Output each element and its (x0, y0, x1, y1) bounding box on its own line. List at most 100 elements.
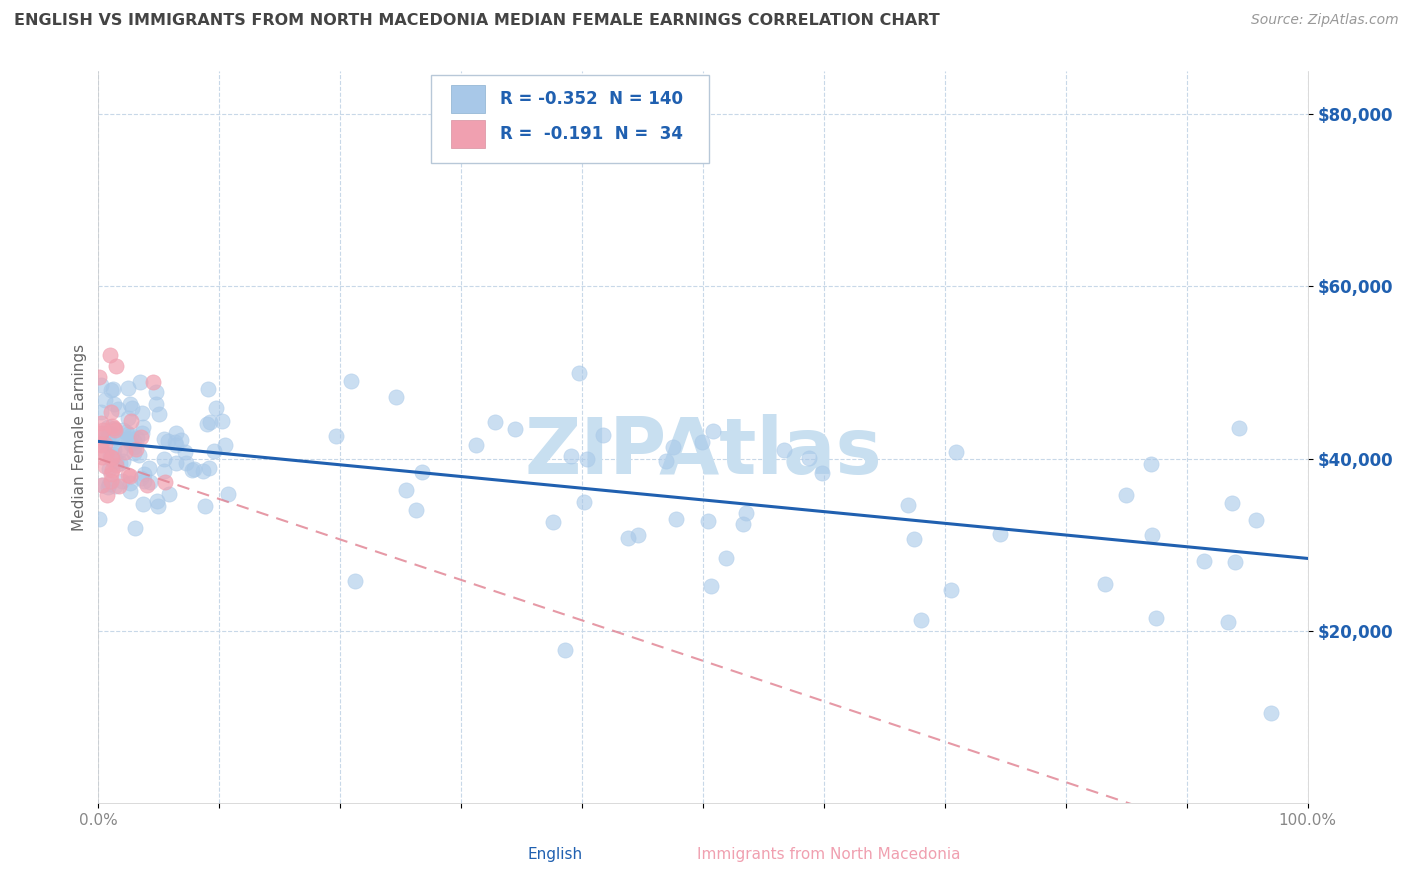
Point (1192, 554, 1215, 568)
Point (89, 512, 111, 526)
Point (1260, 706, 1282, 721)
Point (202, 444, 225, 458)
Point (97, 480, 120, 494)
Point (117, 468, 139, 483)
Point (1225, 554, 1247, 568)
Point (91, 450, 114, 464)
Point (111, 423, 134, 437)
Point (89, 437, 111, 451)
Point (101, 447, 124, 461)
Point (122, 440, 145, 454)
Point (117, 411, 139, 425)
Text: English: English (527, 847, 583, 862)
Point (1227, 420, 1250, 434)
Point (1094, 577, 1116, 591)
Point (541, 515, 564, 529)
Point (195, 417, 218, 431)
Point (90, 416, 112, 430)
Point (98, 449, 121, 463)
Point (104, 423, 127, 437)
Point (111, 454, 134, 468)
Point (572, 495, 595, 509)
Point (90, 477, 112, 491)
Point (100, 404, 122, 418)
Point (939, 583, 962, 598)
Point (174, 445, 197, 459)
Point (505, 422, 527, 436)
Point (127, 431, 149, 445)
Point (170, 433, 193, 447)
Point (662, 440, 685, 454)
Point (697, 515, 720, 529)
Point (121, 401, 143, 416)
Point (132, 467, 155, 482)
Point (103, 422, 125, 436)
Point (94, 436, 117, 450)
Point (733, 517, 755, 532)
Point (103, 442, 125, 457)
Point (90, 425, 112, 440)
Point (125, 442, 148, 456)
Point (111, 474, 134, 488)
Point (897, 498, 920, 512)
Point (988, 527, 1011, 541)
Point (101, 453, 124, 467)
Point (96, 430, 118, 444)
Point (554, 642, 576, 657)
FancyBboxPatch shape (479, 841, 513, 863)
Point (1142, 528, 1164, 542)
Point (120, 475, 142, 490)
Point (576, 452, 599, 467)
Point (165, 437, 187, 451)
Point (214, 438, 236, 452)
Point (165, 426, 187, 441)
Point (101, 428, 124, 442)
Text: ZIPAtlas: ZIPAtlas (524, 414, 882, 490)
Point (205, 401, 228, 416)
Point (191, 464, 214, 478)
Point (107, 431, 129, 445)
Point (148, 407, 170, 421)
Point (665, 511, 688, 525)
Point (132, 497, 155, 511)
Point (156, 434, 179, 448)
Point (183, 462, 205, 476)
Point (702, 424, 724, 438)
Point (198, 415, 221, 429)
Point (97, 461, 120, 475)
Point (617, 531, 640, 545)
Point (910, 613, 932, 627)
Point (90, 405, 112, 419)
Text: Immigrants from North Macedonia: Immigrants from North Macedonia (697, 847, 960, 862)
Point (105, 431, 128, 445)
Point (146, 499, 169, 513)
Y-axis label: Median Female Earnings: Median Female Earnings (72, 343, 87, 531)
Point (114, 444, 136, 458)
Point (129, 376, 152, 390)
Point (120, 414, 142, 428)
Point (560, 449, 582, 463)
Point (145, 397, 167, 411)
Point (107, 401, 129, 416)
Point (120, 483, 142, 498)
Point (90, 478, 112, 492)
Point (734, 506, 756, 520)
Point (157, 486, 180, 500)
Point (103, 397, 125, 411)
Point (100, 450, 122, 465)
Point (91, 424, 114, 438)
FancyBboxPatch shape (451, 120, 485, 148)
Point (180, 462, 202, 476)
Point (464, 438, 486, 452)
Point (107, 479, 129, 493)
Point (1220, 496, 1243, 510)
Point (101, 383, 124, 397)
Point (138, 475, 160, 489)
Point (714, 551, 737, 566)
Point (217, 486, 239, 500)
Point (104, 359, 127, 373)
Point (105, 454, 128, 468)
Point (120, 468, 142, 483)
Point (1140, 457, 1163, 471)
Point (101, 463, 124, 477)
